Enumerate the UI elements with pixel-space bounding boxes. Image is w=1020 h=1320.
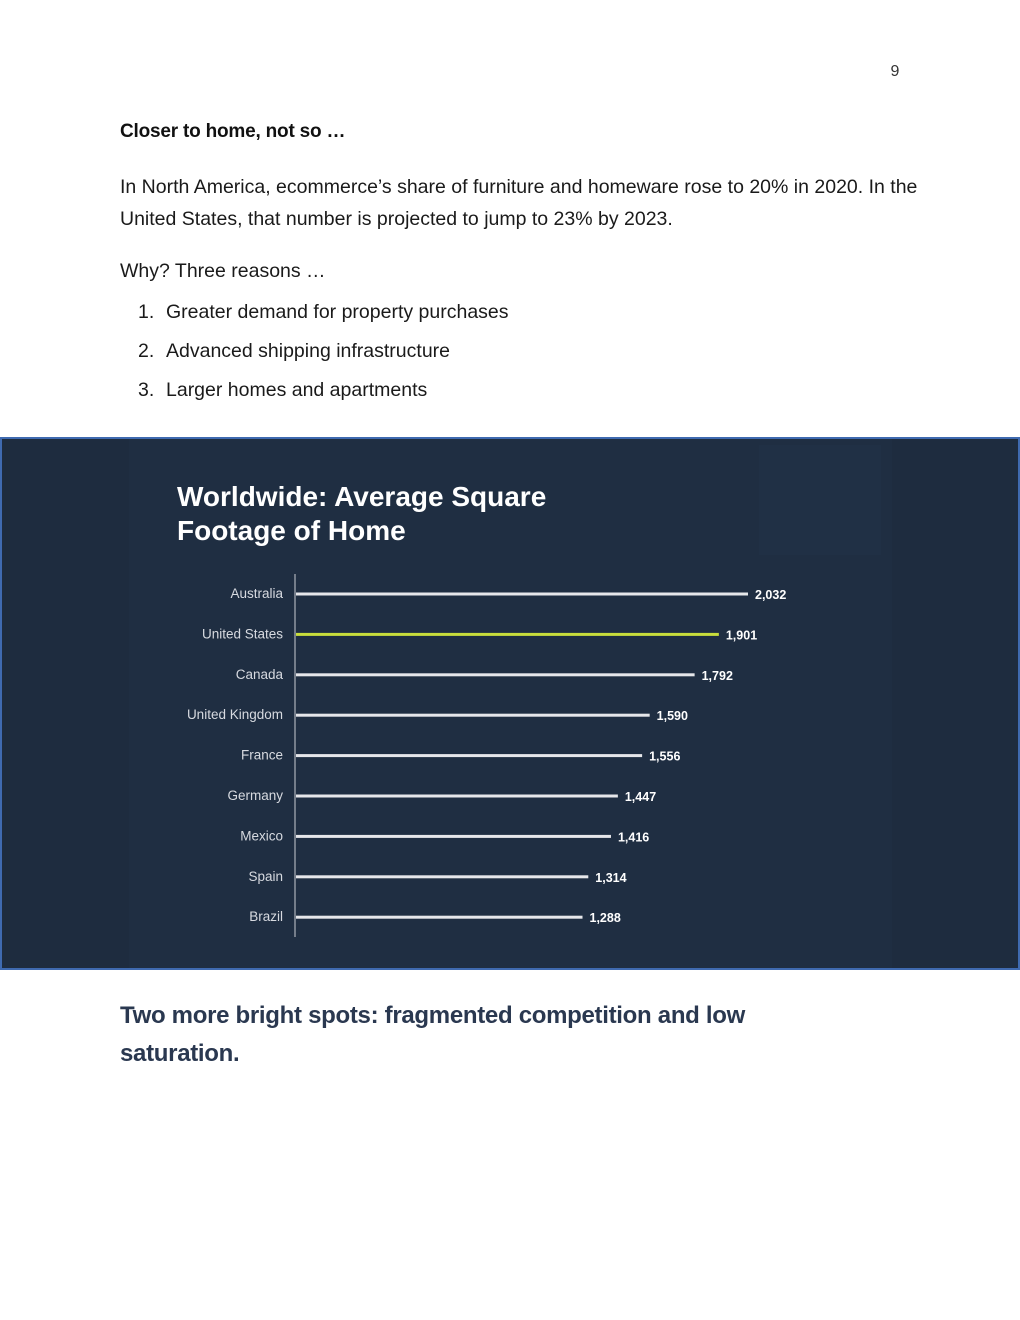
list-item-number: 2. [138, 340, 155, 362]
category-label: Canada [236, 667, 284, 682]
intro-paragraph: In North America, ecommerce’s share of f… [120, 176, 918, 230]
value-label: 1,901 [726, 628, 757, 642]
list-item: 2. Advanced shipping infrastructure [120, 336, 509, 375]
bar [296, 834, 611, 838]
chart-title-line: Worldwide: Average Square [177, 481, 546, 512]
chart-figure: Worldwide: Average Square Footage of Home… [0, 437, 1020, 970]
value-label: 1,447 [625, 790, 656, 804]
reasons-lead: Why? Three reasons … [120, 260, 326, 282]
category-label: Germany [227, 788, 283, 803]
category-label: United States [202, 626, 283, 641]
category-label: Mexico [240, 828, 283, 843]
bar [296, 794, 618, 798]
list-item-text: Larger homes and apartments [166, 379, 428, 401]
value-label: 1,792 [702, 669, 733, 683]
category-label: Spain [248, 869, 283, 884]
bar [296, 915, 583, 919]
value-label: 1,556 [649, 750, 680, 764]
value-label: 1,416 [618, 830, 649, 844]
list-item: 1. Greater demand for property purchases [120, 297, 509, 336]
list-item-number: 1. [138, 301, 155, 323]
bar [296, 632, 719, 636]
list-item-text: Advanced shipping infrastructure [166, 340, 450, 362]
bar [296, 875, 589, 879]
bar [296, 713, 650, 717]
category-label: Brazil [249, 909, 283, 924]
value-label: 1,314 [595, 871, 626, 885]
bar [296, 673, 695, 677]
chart-title: Worldwide: Average Square Footage of Home [177, 481, 546, 546]
value-label: 1,288 [590, 911, 621, 925]
category-label: France [241, 748, 283, 763]
bar [296, 754, 643, 758]
bar-chart: Worldwide: Average Square Footage of Home… [177, 481, 786, 937]
list-item-text: Greater demand for property purchases [166, 301, 509, 323]
chart-title-line: Footage of Home [177, 515, 406, 546]
section-heading: Closer to home, not so … [120, 121, 346, 142]
category-label: Australia [230, 586, 283, 601]
reasons-list: 1. Greater demand for property purchases… [120, 297, 509, 414]
list-item-number: 3. [138, 379, 155, 401]
value-label: 2,032 [755, 588, 786, 602]
category-label: United Kingdom [187, 707, 283, 722]
page-number: 9 [890, 63, 900, 80]
chart-decoration [759, 445, 881, 555]
list-item: 3. Larger homes and apartments [120, 375, 509, 414]
value-label: 1,590 [657, 709, 688, 723]
bar [296, 592, 748, 596]
callout-heading: Two more bright spots: fragmented compet… [120, 1002, 745, 1067]
